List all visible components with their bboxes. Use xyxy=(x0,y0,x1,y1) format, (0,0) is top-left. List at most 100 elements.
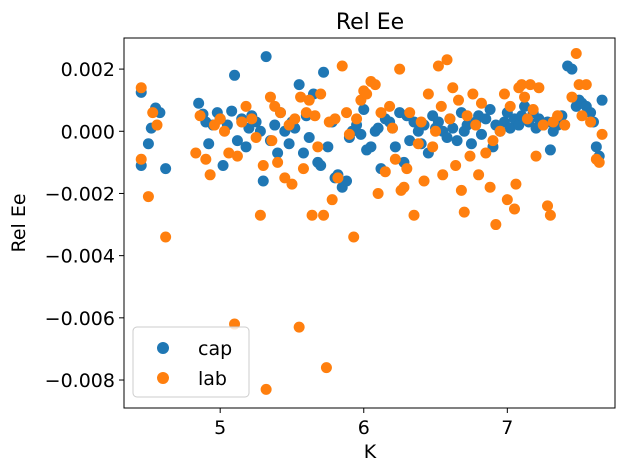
point-lab xyxy=(435,100,447,112)
point-lab xyxy=(200,153,212,165)
point-lab xyxy=(475,97,487,109)
point-lab xyxy=(450,159,462,171)
point-cap xyxy=(513,119,525,131)
point-cap xyxy=(217,159,229,171)
point-cap xyxy=(585,107,597,119)
point-cap xyxy=(283,138,295,150)
point-lab xyxy=(341,107,353,119)
point-lab xyxy=(408,209,420,221)
point-cap xyxy=(257,175,269,187)
point-lab xyxy=(142,191,154,203)
point-lab xyxy=(498,88,510,100)
point-lab xyxy=(160,231,172,243)
legend-marker-lab xyxy=(157,372,169,384)
point-lab xyxy=(593,156,605,168)
point-lab xyxy=(272,156,284,168)
point-cap xyxy=(355,128,367,140)
point-lab xyxy=(190,147,202,159)
point-lab xyxy=(501,194,513,206)
legend: cap lab xyxy=(132,326,250,398)
point-cap xyxy=(293,79,305,91)
point-lab xyxy=(372,187,384,199)
y-tick-label: −0.008 xyxy=(45,370,115,392)
x-axis-ticks: 5 6 7 xyxy=(214,408,513,439)
point-lab xyxy=(297,163,309,175)
point-cap xyxy=(229,69,241,81)
point-lab xyxy=(570,48,582,60)
point-cap xyxy=(441,131,453,143)
point-lab xyxy=(430,125,442,137)
point-lab xyxy=(386,122,398,134)
point-lab xyxy=(552,110,564,122)
point-cap xyxy=(389,141,401,153)
point-lab xyxy=(530,150,542,162)
point-cap xyxy=(480,113,492,125)
point-lab xyxy=(204,169,216,181)
point-cap xyxy=(240,141,252,153)
point-cap xyxy=(341,175,353,187)
point-lab xyxy=(473,169,485,181)
point-lab xyxy=(332,172,344,184)
point-cap xyxy=(566,63,578,75)
point-cap xyxy=(451,135,463,147)
point-cap xyxy=(243,122,255,134)
point-lab xyxy=(379,166,391,178)
x-tick-label: 7 xyxy=(501,417,513,439)
point-lab xyxy=(236,116,248,128)
point-lab xyxy=(422,88,434,100)
point-lab xyxy=(289,113,301,125)
point-lab xyxy=(286,178,298,190)
point-lab xyxy=(312,141,324,153)
point-lab xyxy=(585,116,597,128)
point-lab xyxy=(458,206,470,218)
point-lab xyxy=(510,178,522,190)
y-axis-label: Rel Ee xyxy=(8,193,30,252)
point-lab xyxy=(576,110,588,122)
point-lab xyxy=(218,125,230,137)
point-lab xyxy=(318,209,330,221)
point-cap xyxy=(260,51,272,63)
point-cap xyxy=(226,105,238,117)
point-lab xyxy=(147,107,159,119)
points-layer xyxy=(135,48,608,395)
point-lab xyxy=(461,110,473,122)
point-lab xyxy=(300,107,312,119)
point-lab xyxy=(135,82,147,94)
point-lab xyxy=(194,110,206,122)
point-lab xyxy=(254,209,266,221)
point-lab xyxy=(470,119,482,131)
point-lab xyxy=(329,113,341,125)
point-lab xyxy=(494,125,506,137)
point-lab xyxy=(401,163,413,175)
point-lab xyxy=(537,119,549,131)
point-cap xyxy=(203,138,215,150)
point-lab xyxy=(490,219,502,231)
point-lab xyxy=(303,94,315,106)
y-tick-label: 0.002 xyxy=(61,59,115,81)
point-lab xyxy=(306,209,318,221)
point-cap xyxy=(596,94,608,106)
point-lab xyxy=(437,169,449,181)
point-lab xyxy=(293,321,305,333)
point-lab xyxy=(309,110,321,122)
point-cap xyxy=(297,147,309,159)
point-cap xyxy=(544,144,556,156)
point-lab xyxy=(375,107,387,119)
x-axis-label: K xyxy=(364,441,377,463)
point-lab xyxy=(533,82,545,94)
point-lab xyxy=(266,135,278,147)
point-lab xyxy=(516,79,528,91)
point-cap xyxy=(447,122,459,134)
point-lab xyxy=(480,147,492,159)
point-cap xyxy=(365,141,377,153)
point-lab xyxy=(398,181,410,193)
point-cap xyxy=(160,163,172,175)
point-lab xyxy=(389,153,401,165)
point-lab xyxy=(504,100,516,112)
point-lab xyxy=(484,181,496,193)
point-cap xyxy=(315,159,327,171)
point-lab xyxy=(487,135,499,147)
point-lab xyxy=(509,203,521,215)
point-lab xyxy=(524,79,536,91)
